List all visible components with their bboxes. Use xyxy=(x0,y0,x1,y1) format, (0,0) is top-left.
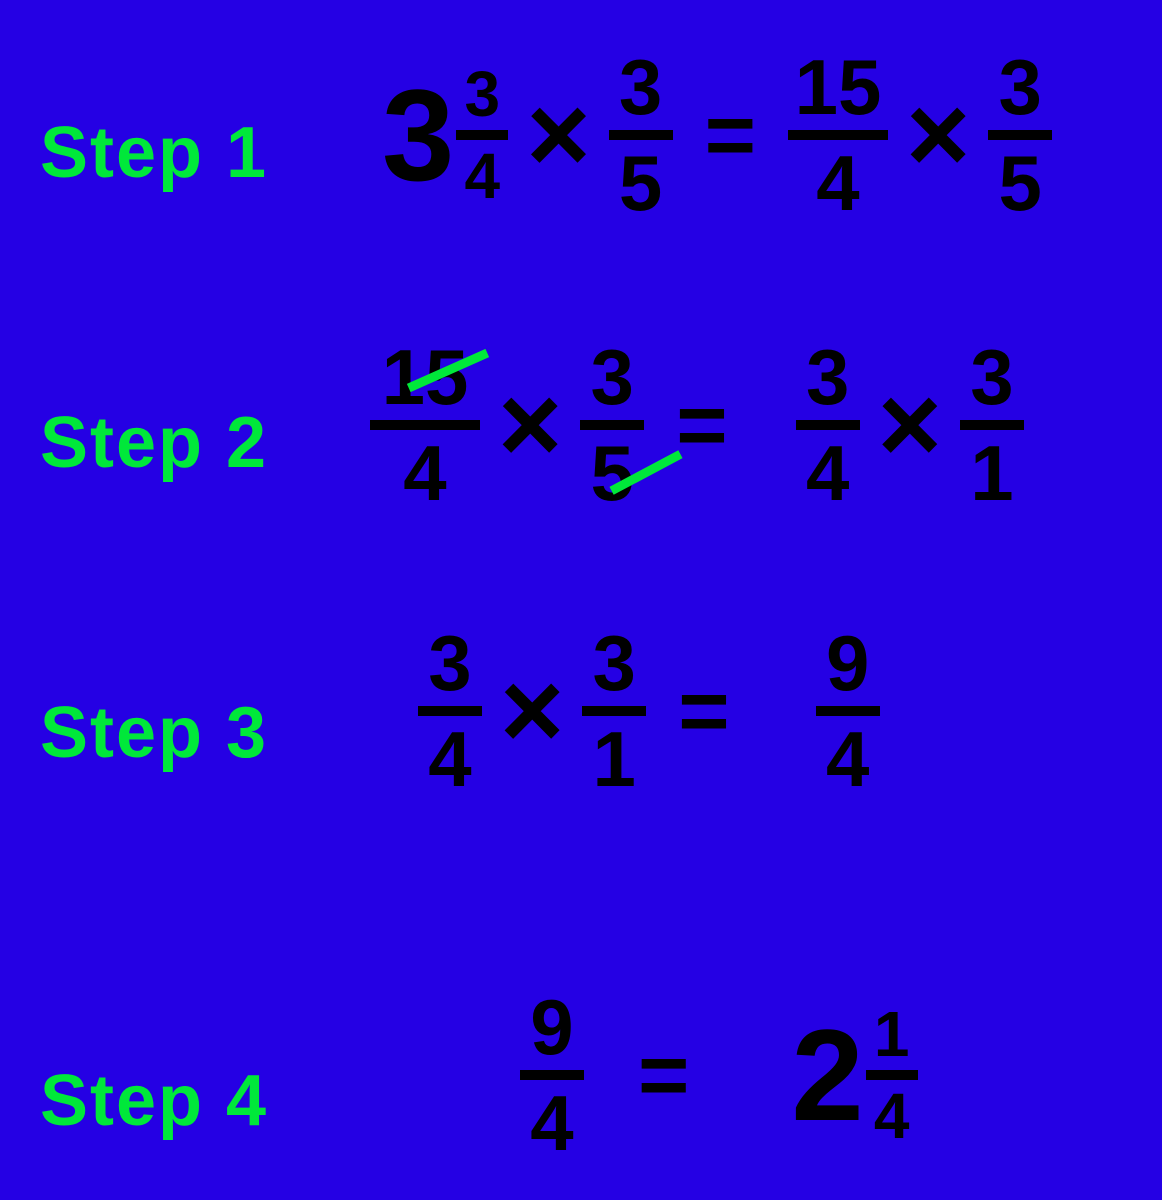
whole-part: 2 xyxy=(791,1010,863,1140)
math-steps-canvas: Step 1 3 3 4 × 3 5 = 15 4 × 3 5 xyxy=(0,0,1162,1200)
numerator: 3 xyxy=(806,338,849,416)
equals-icon: = xyxy=(664,667,743,755)
fraction-bar xyxy=(456,130,508,140)
fraction: 3 4 xyxy=(796,338,860,512)
numerator: 9 xyxy=(530,988,573,1066)
numerator: 3 xyxy=(465,62,501,126)
equals-icon: = xyxy=(602,1031,725,1119)
numerator: 3 xyxy=(619,48,662,126)
denominator: 4 xyxy=(403,434,446,512)
denominator: 4 xyxy=(465,144,501,208)
fraction: 3 4 xyxy=(456,62,508,208)
fraction: 3 5 xyxy=(988,48,1052,222)
denominator: 5 xyxy=(591,434,634,512)
whole-part: 3 xyxy=(382,70,454,200)
step-4-equation: 9 4 = 2 1 4 xyxy=(520,988,918,1162)
fraction: 9 4 xyxy=(816,624,880,798)
fraction: 9 4 xyxy=(520,988,584,1162)
fraction: 1 4 xyxy=(866,1002,918,1148)
fraction: 3 1 xyxy=(582,624,646,798)
denominator: 1 xyxy=(593,720,636,798)
fraction-bar xyxy=(866,1070,918,1080)
denominator: 1 xyxy=(970,434,1013,512)
numerator: 3 xyxy=(593,624,636,702)
fraction: 3 1 xyxy=(960,338,1024,512)
multiply-icon: × xyxy=(526,80,590,190)
multiply-icon: × xyxy=(498,370,562,480)
numerator: 3 xyxy=(970,338,1013,416)
denominator: 5 xyxy=(619,144,662,222)
denominator: 4 xyxy=(530,1084,573,1162)
numerator: 3 xyxy=(591,338,634,416)
denominator: 4 xyxy=(874,1084,910,1148)
denominator: 4 xyxy=(816,144,859,222)
numerator: 9 xyxy=(826,624,869,702)
denominator: 4 xyxy=(826,720,869,798)
fraction: 3 4 xyxy=(418,624,482,798)
fraction: 3 5 xyxy=(609,48,673,222)
numerator: 1 xyxy=(874,1002,910,1066)
step-3-label: Step 3 xyxy=(40,692,268,774)
mixed-number: 3 3 4 xyxy=(382,62,508,208)
numerator: 3 xyxy=(999,48,1042,126)
equals-icon: = xyxy=(691,91,770,179)
step-1-label: Step 1 xyxy=(40,112,268,194)
multiply-icon: × xyxy=(906,80,970,190)
multiply-icon: × xyxy=(500,656,564,766)
numerator: 15 xyxy=(795,48,882,126)
step-3-equation: 3 4 × 3 1 = 9 4 xyxy=(418,624,880,798)
step-2-label: Step 2 xyxy=(40,402,268,484)
denominator: 4 xyxy=(806,434,849,512)
multiply-icon: × xyxy=(878,370,942,480)
fraction: 15 4 xyxy=(788,48,888,222)
mixed-number: 2 1 4 xyxy=(791,1002,917,1148)
step-1-equation: 3 3 4 × 3 5 = 15 4 × 3 5 xyxy=(382,48,1052,222)
denominator: 5 xyxy=(999,144,1042,222)
numerator: 3 xyxy=(428,624,471,702)
denominator: 4 xyxy=(428,720,471,798)
step-4-label: Step 4 xyxy=(40,1060,268,1142)
